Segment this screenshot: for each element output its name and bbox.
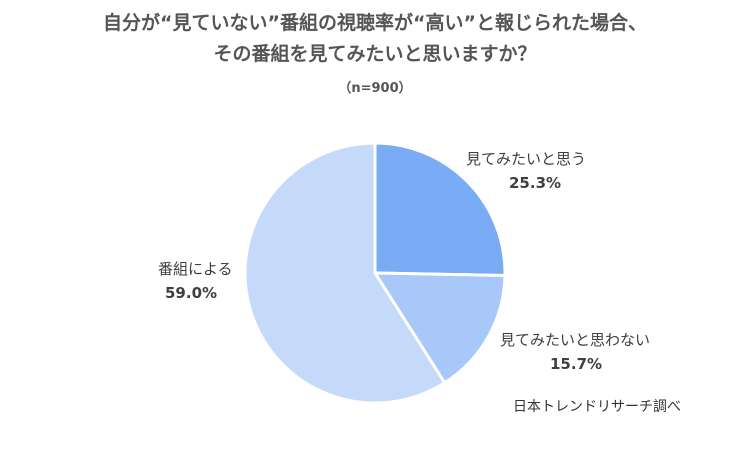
slice-value-depends: 59.0% [165,284,218,302]
slice-depends [243,141,447,405]
slice-label-want: 見てみたいと思う [466,150,587,168]
slice-not-want [373,271,507,385]
slice-want [373,141,507,277]
source-credit: 日本トレンドリサーチ調べ [513,399,681,415]
slice-value-want: 25.3% [509,174,562,192]
slice-value-not-want: 15.7% [550,355,603,373]
sample-size: （n=900） [338,81,412,96]
slice-label-not-want: 見てみたいと思わない [500,331,651,349]
chart-title-line1: 自分が“見ていない”番組の視聴率が“高い”と報じられた場合、 [103,12,647,34]
chart-title-line2: その番組を見てみたいと思いますか？ [213,43,537,65]
slice-label-depends: 番組による [158,260,233,278]
